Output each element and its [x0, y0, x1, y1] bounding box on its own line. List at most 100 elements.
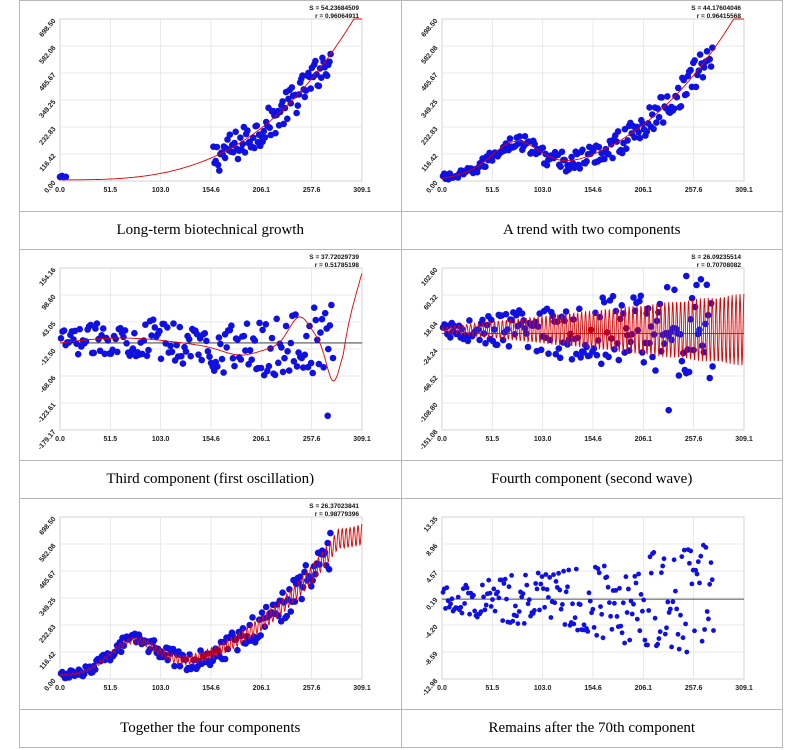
data-point [500, 618, 505, 623]
data-point [216, 167, 223, 174]
data-point [607, 141, 615, 148]
data-point [268, 334, 276, 342]
data-point [234, 646, 241, 654]
y-tick-label: 582.08 [420, 45, 439, 66]
data-point [186, 335, 193, 343]
data-point [539, 574, 545, 579]
data-point [513, 613, 519, 619]
data-point [293, 363, 301, 370]
data-point [595, 566, 601, 572]
x-tick-label: 154.6 [202, 685, 220, 692]
caption-3: Third component (first oscillation) [19, 460, 402, 499]
data-point [472, 608, 477, 614]
data-point [609, 292, 617, 300]
data-point [638, 349, 646, 356]
data-point [247, 347, 254, 354]
y-tick-label: 349.25 [39, 597, 58, 618]
data-point [449, 596, 455, 602]
data-point [123, 340, 131, 347]
data-point [488, 604, 494, 609]
data-point [100, 325, 107, 332]
data-point [502, 310, 510, 318]
x-tick-label: 51.5 [104, 685, 118, 692]
data-point [695, 559, 701, 565]
data-point [635, 128, 642, 136]
x-tick-label: 206.1 [634, 436, 652, 443]
data-point [700, 64, 708, 71]
data-point [556, 354, 564, 362]
data-point [699, 74, 706, 81]
data-point [466, 611, 472, 617]
data-point [324, 539, 332, 547]
data-point [197, 647, 205, 654]
data-point [593, 351, 600, 359]
data-point [555, 345, 562, 352]
data-point [689, 581, 695, 587]
data-point [685, 368, 693, 376]
data-point [638, 592, 644, 597]
data-point [566, 567, 571, 573]
data-point [539, 144, 546, 152]
model-curve [60, 18, 363, 181]
data-point [557, 163, 564, 170]
data-point [667, 606, 673, 612]
chart-cell-4: S = 26.09235514 r = 0.70708082 0.0 51.5 103.… [400, 249, 783, 461]
data-point [639, 120, 646, 127]
data-point [178, 352, 185, 360]
chart-residuals: 0.0 51.5 103.0 154.6 206.1 257.6 309.1-12.98-8… [421, 516, 752, 698]
data-point [575, 305, 583, 313]
x-tick-label: 103.0 [534, 685, 552, 692]
data-point [187, 352, 195, 360]
data-point [483, 602, 489, 608]
data-point [659, 119, 667, 126]
y-tick-label: 8.96 [425, 543, 439, 558]
data-point [630, 134, 638, 141]
data-point [265, 362, 273, 370]
data-point [315, 82, 323, 90]
data-point [674, 84, 682, 92]
data-point [286, 367, 293, 374]
data-point [218, 355, 226, 363]
data-point [223, 344, 231, 351]
chart-cell-1: S = 54.23684509 r = 0.96064911 0.0 51.5 103.… [19, 0, 402, 212]
data-point [614, 614, 620, 619]
data-point [635, 571, 641, 577]
data-point [476, 336, 483, 344]
y-tick-label: 349.25 [420, 99, 439, 120]
data-point [217, 340, 224, 348]
data-point [677, 103, 685, 110]
data-point [670, 599, 676, 605]
x-tick-label: 257.6 [685, 436, 703, 443]
data-point [574, 627, 580, 633]
data-point [637, 628, 642, 634]
x-tick-label: 51.5 [104, 436, 118, 443]
data-point [201, 330, 209, 337]
data-point [478, 609, 484, 614]
data-point [244, 127, 251, 134]
data-point [531, 608, 537, 613]
data-point [329, 354, 337, 362]
x-tick-label: 103.0 [152, 436, 170, 443]
stat-s: S = 26.09235514 [691, 254, 741, 261]
data-point [522, 572, 528, 578]
data-point [215, 161, 222, 169]
caption-4: Fourth component (second wave) [400, 460, 783, 499]
y-tick-label: -68.06 [40, 375, 58, 395]
data-point [239, 625, 247, 632]
data-point [455, 594, 461, 600]
data-point [616, 585, 622, 591]
data-point [597, 360, 605, 368]
data-point [619, 630, 625, 636]
data-point [662, 631, 668, 637]
stat-s: S = 54.23684509 [310, 5, 360, 12]
data-point [600, 155, 608, 163]
model-curve [441, 293, 745, 366]
data-point [524, 343, 532, 351]
data-point [298, 595, 306, 603]
data-point [675, 372, 682, 379]
data-point [326, 58, 334, 65]
data-point [287, 339, 295, 347]
data-point [656, 300, 663, 308]
data-point [142, 321, 149, 328]
data-point [637, 292, 644, 300]
